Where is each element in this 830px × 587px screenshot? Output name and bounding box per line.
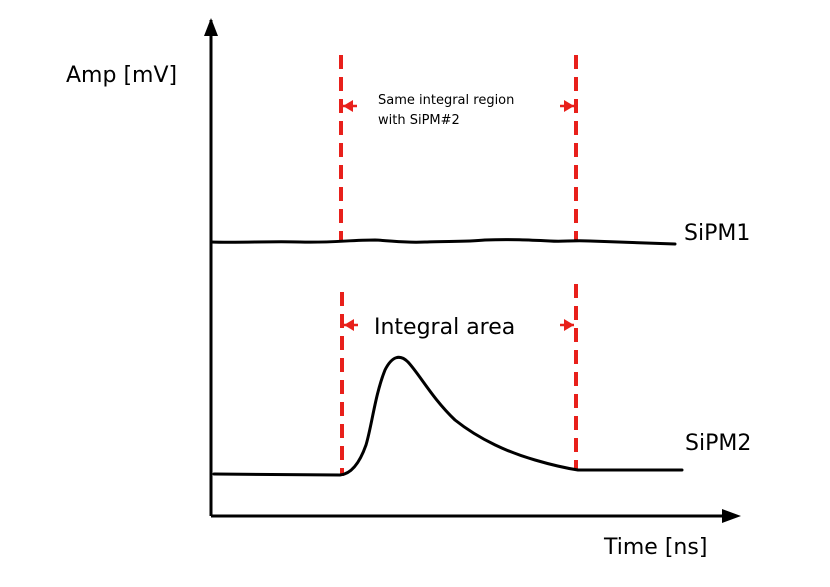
- y-axis-label: Amp [mV]: [66, 63, 177, 88]
- y-axis-arrowhead: [204, 18, 218, 36]
- x-axis-arrowhead: [722, 509, 741, 523]
- bottom-region-right-arrow: [560, 319, 574, 331]
- top-region-note-line1: Same integral region: [378, 93, 514, 108]
- bottom-region-left-arrow: [344, 319, 358, 331]
- top-region-right-arrow: [560, 100, 574, 112]
- top-region-left-arrow: [343, 100, 357, 112]
- x-axis-label: Time [ns]: [603, 535, 707, 560]
- sipm1-label: SiPM1: [684, 221, 750, 246]
- sipm2-trace: [212, 355, 684, 477]
- sipm1-trace: [209, 238, 677, 246]
- sipm2-label: SiPM2: [685, 431, 751, 456]
- bottom-region-note: Integral area: [374, 315, 515, 340]
- top-region-note-line2: with SiPM#2: [378, 113, 460, 128]
